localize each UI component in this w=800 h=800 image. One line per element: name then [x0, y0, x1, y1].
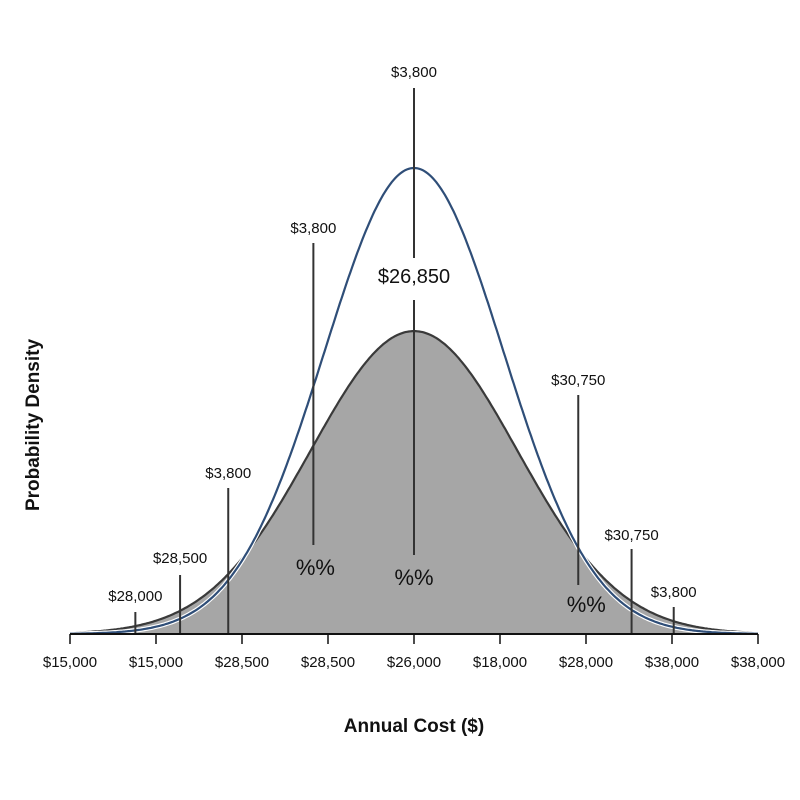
x-tick-label: $28,000 [559, 654, 613, 671]
annotation-label: $28,500 [153, 550, 207, 567]
x-tick-label: $28,500 [215, 654, 269, 671]
annotation-label: $3,800 [391, 64, 437, 81]
x-tick-label: $15,000 [129, 654, 183, 671]
annotation-label: $3,800 [651, 584, 697, 601]
x-tick-label: $26,000 [387, 654, 441, 671]
annotation-label: $3,800 [290, 220, 336, 237]
x-axis-title: Annual Cost ($) [344, 716, 484, 737]
annotation-percent: %% [394, 565, 433, 590]
x-tick-label: $38,000 [645, 654, 699, 671]
center-label: $26,850 [378, 266, 450, 288]
annotation-percent: %% [296, 555, 335, 580]
x-tick-label: $28,500 [301, 654, 355, 671]
x-tick-label: $38,000 [731, 654, 785, 671]
annotation-label: $3,800 [205, 465, 251, 482]
annotation-label: $28,000 [108, 588, 162, 605]
annotation-label: $30,750 [551, 372, 605, 389]
y-axis-title: Probability Density [23, 339, 44, 512]
annotation-percent: %% [567, 592, 606, 617]
x-tick-label: $15,000 [43, 654, 97, 671]
x-tick-label: $18,000 [473, 654, 527, 671]
annotation-label: $30,750 [604, 527, 658, 544]
